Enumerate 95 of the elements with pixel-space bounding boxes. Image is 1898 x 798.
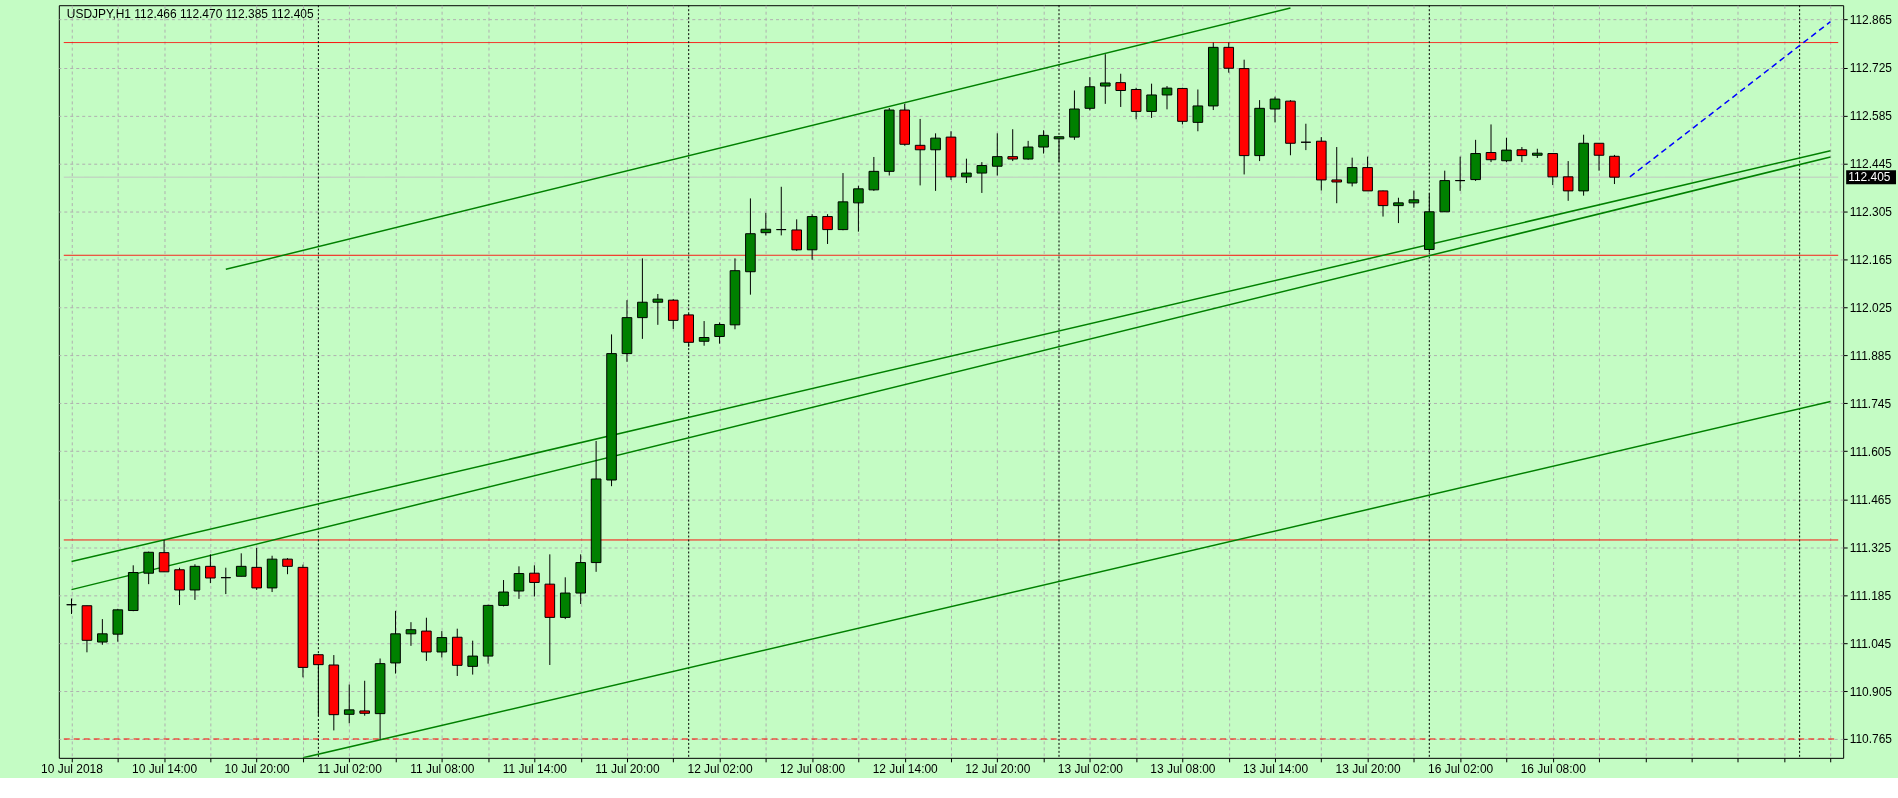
- candlestick: [174, 567, 185, 606]
- candlestick: [498, 579, 509, 607]
- candlestick: [698, 320, 710, 347]
- candlestick: [1485, 123, 1497, 163]
- candlestick: [976, 161, 988, 194]
- candlestick: [220, 567, 232, 595]
- candlestick: [205, 553, 216, 584]
- y-tick-label: 111.465: [1849, 492, 1892, 507]
- y-tick-label: 112.865: [1849, 13, 1893, 28]
- candlestick: [66, 598, 77, 615]
- candlestick: [1099, 53, 1111, 105]
- candlestick: [1161, 85, 1173, 110]
- y-tick-label: 112.305: [1849, 204, 1893, 219]
- candlestick: [791, 218, 803, 252]
- candlestick: [97, 618, 108, 646]
- candlestick: [930, 132, 941, 192]
- y-tick-label: 110.905: [1849, 684, 1893, 699]
- x-tick-label: 12 Jul 20:00: [965, 762, 1031, 777]
- candlestick: [405, 621, 417, 647]
- candlestick: [1192, 88, 1204, 132]
- candlestick: [853, 185, 864, 233]
- candlestick: [667, 298, 679, 330]
- candlestick: [714, 321, 725, 345]
- candlestick: [914, 118, 926, 186]
- x-tick-label: 12 Jul 02:00: [687, 762, 753, 777]
- candlestick: [637, 257, 648, 340]
- y-tick-label: 112.445: [1849, 156, 1893, 171]
- candlestick: [1609, 154, 1620, 185]
- x-tick-label: 13 Jul 20:00: [1335, 762, 1401, 777]
- ref-line-label: 112.405: [1848, 170, 1891, 185]
- candlestick: [868, 156, 880, 192]
- candlestick: [652, 293, 664, 326]
- candlestick: [1593, 142, 1605, 172]
- y-tick-label: 112.585: [1849, 109, 1893, 124]
- candlestick: [1146, 83, 1157, 119]
- y-tick-label: 111.885: [1849, 348, 1892, 363]
- x-tick-label: 10 Jul 14:00: [132, 762, 198, 777]
- y-tick-label: 111.185: [1849, 588, 1892, 603]
- candlestick: [1038, 129, 1049, 155]
- candlestick: [1501, 137, 1512, 163]
- candlestick: [1393, 197, 1404, 224]
- candlestick: [436, 630, 448, 658]
- candlestick: [822, 213, 833, 245]
- candlestick: [1346, 157, 1358, 187]
- candlestick: [1408, 190, 1420, 209]
- x-tick-label: 13 Jul 02:00: [1057, 762, 1124, 777]
- candlestick: [1362, 156, 1373, 192]
- x-tick-label: 13 Jul 14:00: [1242, 762, 1309, 777]
- candlestick: [1130, 87, 1142, 120]
- y-tick-label: 111.605: [1849, 444, 1892, 459]
- candlestick: [1007, 128, 1019, 162]
- x-tick-label: 11 Jul 14:00: [502, 762, 568, 777]
- candlestick: [251, 547, 262, 591]
- candlestick: [775, 186, 787, 236]
- candlestick: [1084, 76, 1096, 111]
- x-tick-label: 10 Jul 20:00: [224, 762, 291, 777]
- candlestick: [1269, 96, 1281, 123]
- candlestick: [513, 565, 525, 600]
- candlestick: [1115, 73, 1127, 108]
- chart-title: USDJPY,H1 112.466 112.470 112.385 112.405: [66, 7, 314, 22]
- x-tick-label: 11 Jul 02:00: [317, 762, 383, 777]
- x-tick-label: 16 Jul 08:00: [1520, 762, 1587, 777]
- candlestick: [1331, 146, 1343, 204]
- candlestick: [760, 212, 772, 236]
- candlestick: [1547, 152, 1559, 186]
- candlestick: [961, 158, 972, 184]
- candlestick: [1562, 160, 1574, 202]
- y-tick-label: 112.165: [1849, 252, 1893, 267]
- x-tick-label: 12 Jul 14:00: [872, 762, 939, 777]
- candlestick: [143, 551, 154, 585]
- candlestick: [991, 132, 1003, 176]
- x-tick-label: 16 Jul 02:00: [1428, 762, 1494, 777]
- x-tick-label: 13 Jul 08:00: [1150, 762, 1216, 777]
- candlestick: [1516, 146, 1528, 163]
- y-tick-label: 111.045: [1849, 636, 1892, 651]
- candlestick: [1454, 156, 1466, 192]
- candlestick: [467, 640, 478, 676]
- candlestick: [189, 563, 201, 601]
- y-tick-label: 110.765: [1849, 732, 1893, 747]
- y-tick-label: 112.025: [1849, 300, 1893, 315]
- candlestick: [235, 552, 247, 577]
- candlestick: [529, 564, 540, 597]
- candlestick: [1022, 140, 1034, 161]
- x-tick-label: 11 Jul 08:00: [410, 762, 475, 777]
- y-tick-label: 112.725: [1849, 61, 1893, 76]
- candlestick: [359, 680, 370, 717]
- x-tick-label: 10 Jul 2018: [41, 762, 104, 777]
- candlestick: [1377, 190, 1389, 218]
- candlestick: [343, 684, 355, 724]
- candlestick: [1300, 123, 1312, 151]
- x-tick-label: 11 Jul 20:00: [595, 762, 660, 777]
- x-tick-label: 12 Jul 08:00: [780, 762, 846, 777]
- candlestick: [421, 617, 432, 662]
- y-tick-label: 111.745: [1849, 396, 1892, 411]
- y-tick-label: 111.325: [1849, 540, 1892, 555]
